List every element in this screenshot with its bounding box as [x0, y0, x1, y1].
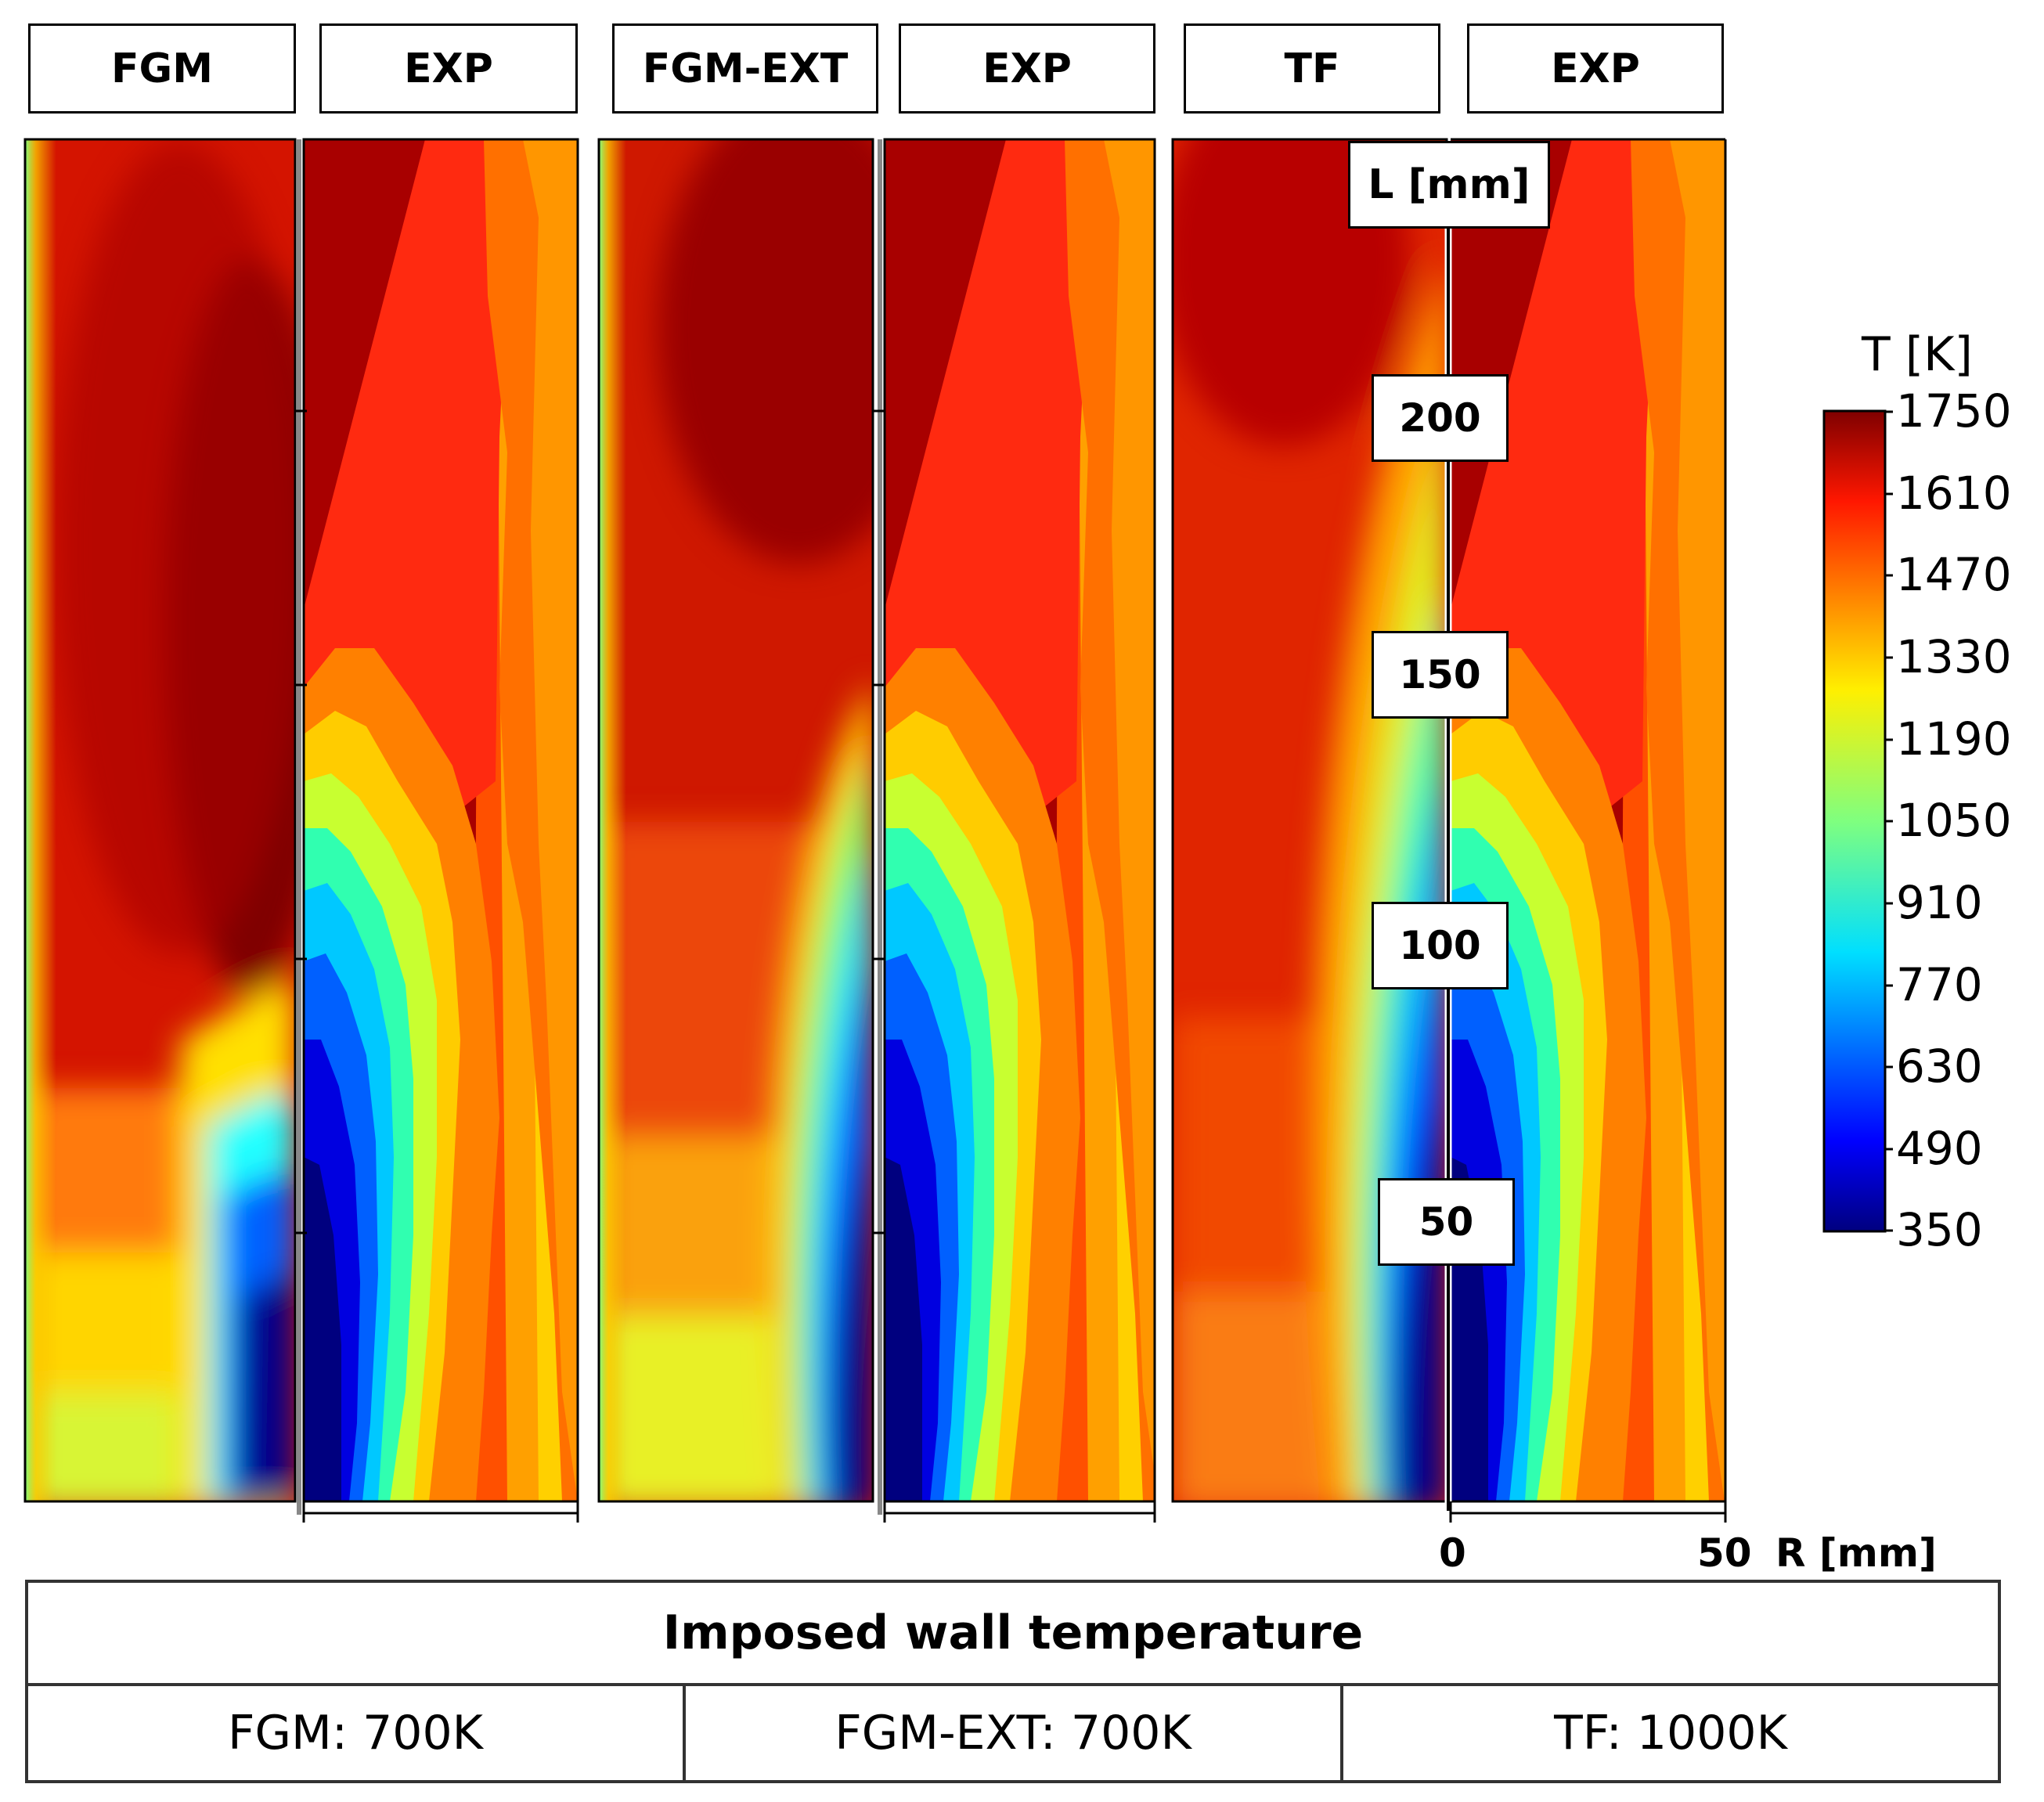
table-cell-fgm-ext: FGM-EXT: 700K — [683, 1683, 1343, 1783]
colorbar-tick-350: 350 — [1896, 1203, 1983, 1256]
colorbar-tick-1750: 1750 — [1896, 384, 2012, 438]
panel-fgm-field — [25, 139, 295, 1501]
wall-temperature-table: Imposed wall temperature FGM: 700K FGM-E… — [25, 1580, 2001, 1783]
panel-tf-field — [1173, 139, 1447, 1501]
colorbar-tick-490: 490 — [1896, 1122, 1983, 1175]
panel-exp-1-field — [304, 139, 578, 1501]
panel-exp-3-field — [1451, 139, 1725, 1501]
l-tick-150: 150 — [1372, 631, 1509, 719]
colorbar-tick-630: 630 — [1896, 1040, 1983, 1093]
header-exp-1: EXP — [319, 23, 578, 114]
colorbar — [1822, 409, 1887, 1233]
axis-separator-ticks — [295, 409, 885, 1234]
r-tick-50: 50 — [1697, 1530, 1752, 1576]
l-tick-50: 50 — [1378, 1178, 1515, 1266]
colorbar-title: T [K] — [1862, 327, 1973, 382]
r-axis-lines — [302, 1501, 1727, 1523]
header-tf: TF — [1184, 23, 1440, 114]
table-title: Imposed wall temperature — [25, 1580, 2001, 1686]
panel-fgm-ext-field — [599, 139, 873, 1501]
header-exp-2: EXP — [899, 23, 1155, 114]
header-exp-3: EXP — [1467, 23, 1724, 114]
l-tick-200: 200 — [1372, 374, 1509, 462]
table-cell-tf: TF: 1000K — [1340, 1683, 2001, 1783]
axis-separators — [297, 139, 882, 1515]
colorbar-ticks — [1885, 410, 1893, 1232]
colorbar-tick-1330: 1330 — [1896, 630, 2012, 683]
r-axis-label: R [mm] — [1775, 1530, 1937, 1576]
colorbar-tick-910: 910 — [1896, 876, 1983, 929]
colorbar-tick-1050: 1050 — [1896, 794, 2012, 847]
colorbar-tick-770: 770 — [1896, 958, 1983, 1011]
colorbar-tick-1470: 1470 — [1896, 548, 2012, 601]
l-axis-label: L [mm] — [1348, 141, 1550, 229]
header-fgm: FGM — [28, 23, 296, 114]
l-tick-100: 100 — [1372, 902, 1509, 989]
panel-exp-2-field — [885, 139, 1155, 1501]
r-tick-0: 0 — [1439, 1530, 1466, 1576]
colorbar-tick-1190: 1190 — [1896, 712, 2012, 766]
header-fgm-ext: FGM-EXT — [612, 23, 878, 114]
table-cell-fgm: FGM: 700K — [25, 1683, 686, 1783]
colorbar-tick-1610: 1610 — [1896, 467, 2012, 520]
